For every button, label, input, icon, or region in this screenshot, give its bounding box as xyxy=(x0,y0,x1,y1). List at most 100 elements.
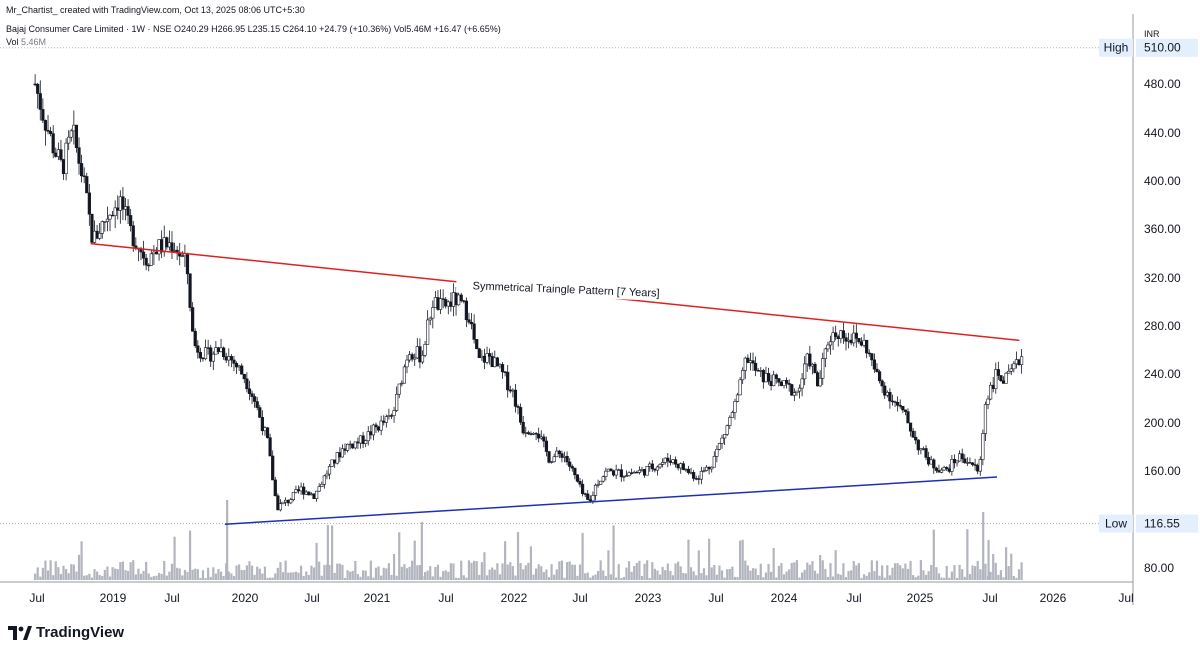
volume-bar xyxy=(95,571,99,580)
volume-bar xyxy=(114,568,117,580)
candle-body xyxy=(526,432,530,435)
candle-body xyxy=(1012,363,1016,370)
candle-body xyxy=(529,433,533,435)
candle-body xyxy=(273,479,277,497)
candle-body xyxy=(369,431,373,436)
volume-bar xyxy=(1017,569,1021,580)
volume-bar xyxy=(687,539,690,580)
candle-body xyxy=(606,468,611,472)
volume-bar xyxy=(258,568,261,580)
volume-spike-bar xyxy=(982,512,985,580)
volume-bar xyxy=(775,577,778,580)
volume-bar xyxy=(132,560,135,580)
volume-bar xyxy=(842,563,845,580)
volume-bar xyxy=(413,540,416,580)
candle-body xyxy=(56,149,60,157)
candle-body xyxy=(206,347,210,349)
candle-body xyxy=(126,206,130,216)
volume-bar xyxy=(857,563,861,580)
volume-bar xyxy=(36,567,39,580)
volume-bar xyxy=(1007,566,1010,580)
candle-body xyxy=(188,273,192,308)
volume-bar xyxy=(855,565,858,580)
volume-bar xyxy=(759,563,762,580)
candle-body xyxy=(309,493,314,496)
volume-bar xyxy=(875,560,879,580)
candle-body xyxy=(141,251,146,259)
candle-body xyxy=(924,448,928,458)
y-tick-label: 400.00 xyxy=(1144,174,1181,188)
tradingview-logo[interactable]: TradingView xyxy=(8,624,124,641)
candle-body xyxy=(144,257,148,266)
volume-bar xyxy=(584,573,587,580)
candle-body xyxy=(883,385,887,396)
high-value-bg xyxy=(1136,38,1198,57)
candle-body xyxy=(108,214,112,220)
volume-bar xyxy=(323,565,326,580)
candle-body xyxy=(495,357,499,367)
volume-bar xyxy=(883,577,886,580)
candle-body xyxy=(792,392,796,396)
candle-body xyxy=(826,344,830,350)
x-tick-label: 2025 xyxy=(907,591,934,605)
candle-body xyxy=(609,468,613,472)
volume-bar xyxy=(181,575,184,580)
volume-bar xyxy=(369,560,372,580)
volume-bar xyxy=(238,564,241,580)
candle-body xyxy=(129,215,133,226)
volume-bar xyxy=(692,571,695,580)
volume-bar xyxy=(374,567,378,580)
candle-body xyxy=(351,443,355,449)
candle-body xyxy=(376,426,381,431)
candle-body xyxy=(1007,370,1011,374)
candle-body xyxy=(738,379,742,396)
candle-body xyxy=(849,339,853,344)
candle-body xyxy=(364,440,368,444)
candle-body xyxy=(281,501,285,505)
candle-body xyxy=(880,380,884,387)
candle-body xyxy=(655,466,660,471)
candle-body xyxy=(965,462,969,464)
candle-body xyxy=(196,345,200,353)
candle-body xyxy=(327,466,332,475)
volume-bar xyxy=(276,567,279,580)
volume-bar xyxy=(509,562,512,580)
candle-body xyxy=(937,470,941,473)
volume-bar xyxy=(439,576,442,580)
high-label-bg xyxy=(1099,38,1133,57)
candle-body xyxy=(568,461,572,467)
volume-bar xyxy=(516,532,520,580)
candle-body xyxy=(400,382,404,385)
candle-body xyxy=(345,443,350,451)
volume-bar xyxy=(612,525,615,580)
candle-body xyxy=(673,459,678,465)
volume-bar xyxy=(638,560,641,580)
volume-bar xyxy=(98,575,101,580)
volume-bar xyxy=(217,569,220,580)
volume-spike-bar xyxy=(226,500,229,580)
volume-bar xyxy=(121,561,125,580)
volume-bar xyxy=(343,577,347,580)
volume-bar xyxy=(930,565,933,580)
candle-body xyxy=(242,373,246,380)
volume-bar xyxy=(547,577,551,580)
volume-bar xyxy=(945,565,948,580)
candle-body xyxy=(921,448,926,450)
candle-body xyxy=(697,478,701,480)
candle-body xyxy=(265,427,270,438)
candle-body xyxy=(862,339,866,346)
volume-bar xyxy=(888,575,891,580)
tradingview-logo-icon xyxy=(8,625,32,640)
volume-bar xyxy=(338,563,341,580)
candle-body xyxy=(800,378,804,389)
volume-bar xyxy=(744,560,747,580)
candle-body xyxy=(663,457,667,463)
volume-bar xyxy=(596,571,600,580)
candle-body xyxy=(676,463,680,469)
candle-body xyxy=(989,384,993,400)
volume-bar xyxy=(372,577,375,580)
volume-bar xyxy=(447,571,450,580)
volume-bar xyxy=(483,552,486,580)
volume-bar xyxy=(473,560,476,580)
